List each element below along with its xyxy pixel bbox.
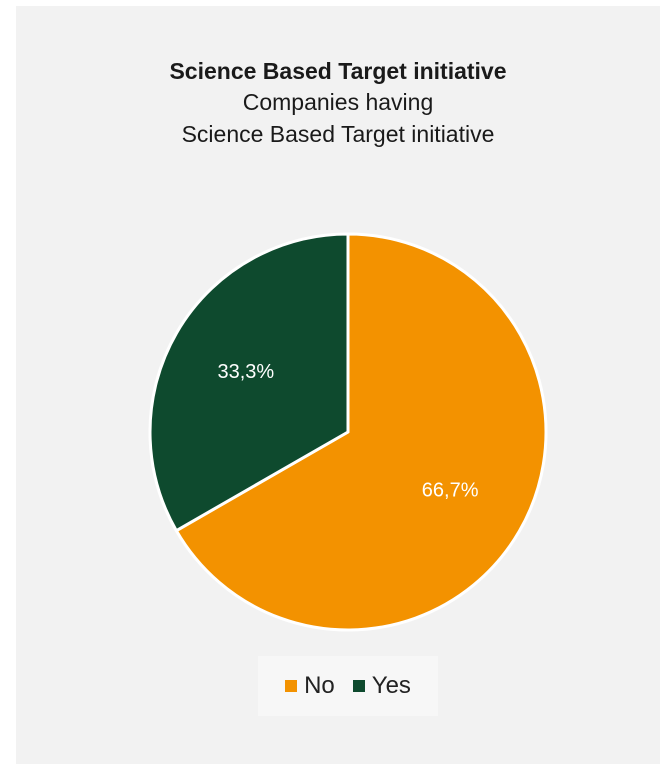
pie-slice-no	[174, 232, 548, 632]
legend-swatch-yes	[352, 680, 365, 692]
chart-subtitle-line-1: Companies having	[242, 89, 434, 115]
data-label-yes: 33,3%	[218, 361, 275, 383]
legend: No Yes	[258, 656, 438, 716]
pie-slice-yes	[148, 232, 350, 533]
legend-label-yes: Yes	[371, 672, 411, 699]
legend-swatch-no	[285, 680, 298, 692]
chart-header: Science Based Target initiative Companie…	[16, 56, 660, 150]
pie-chart: 66,7% 33,3%	[148, 232, 548, 632]
chart-panel: Science Based Target initiative Companie…	[16, 6, 660, 764]
chart-subtitle-line-2: Science Based Target initiative	[181, 121, 495, 147]
legend-label-no: No	[304, 672, 335, 699]
legend-item-no: No	[285, 672, 335, 700]
data-label-no: 66,7%	[422, 479, 479, 501]
legend-item-yes: Yes	[352, 672, 411, 700]
chart-title: Science Based Target initiative	[169, 58, 507, 84]
